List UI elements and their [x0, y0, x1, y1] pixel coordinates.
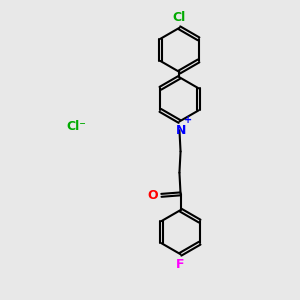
- Text: +: +: [184, 115, 192, 125]
- Text: O: O: [148, 189, 158, 202]
- Text: Cl: Cl: [173, 11, 186, 24]
- Text: N: N: [176, 124, 186, 137]
- Text: F: F: [176, 258, 185, 271]
- Text: Cl⁻: Cl⁻: [67, 120, 86, 133]
